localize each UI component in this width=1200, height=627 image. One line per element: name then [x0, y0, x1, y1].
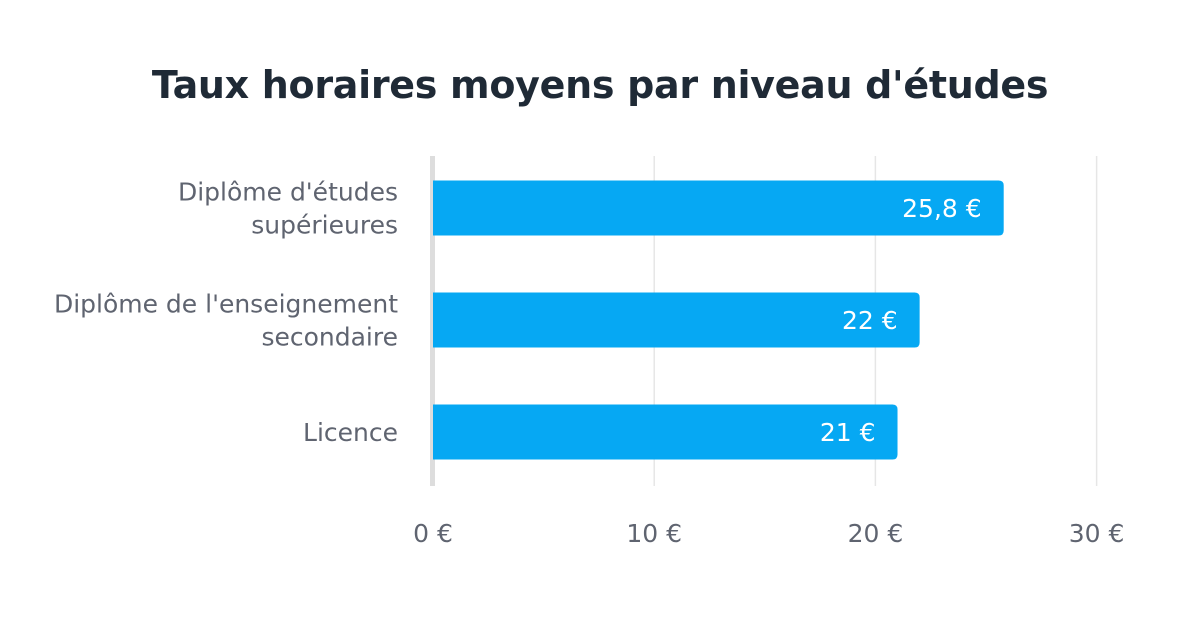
category-label: Licence	[303, 418, 398, 447]
bar	[433, 180, 1004, 236]
x-tick-label: 0 €	[413, 519, 453, 548]
bar	[433, 292, 920, 348]
x-tick-label: 20 €	[848, 519, 904, 548]
bar-value-label: 25,8 €	[902, 194, 982, 223]
bar	[433, 404, 898, 460]
category-label: Diplôme d'études supérieures	[178, 178, 398, 240]
chart-title: Taux horaires moyens par niveau d'études	[151, 63, 1049, 107]
y-axis-line	[430, 156, 435, 486]
category-labels: Diplôme d'études supérieures Diplôme de l'…	[54, 178, 398, 448]
category-label: Diplôme de l'enseignement secondaire	[54, 290, 398, 352]
bar-value-label: 21 €	[820, 418, 876, 447]
x-tick-label: 30 €	[1069, 519, 1125, 548]
bar-value-label: 22 €	[842, 306, 898, 335]
x-tick-label: 10 €	[626, 519, 682, 548]
bars: 25,8 € 22 € 21 €	[433, 180, 1004, 460]
x-axis-ticks: 0 € 10 € 20 € 30 €	[413, 519, 1124, 548]
